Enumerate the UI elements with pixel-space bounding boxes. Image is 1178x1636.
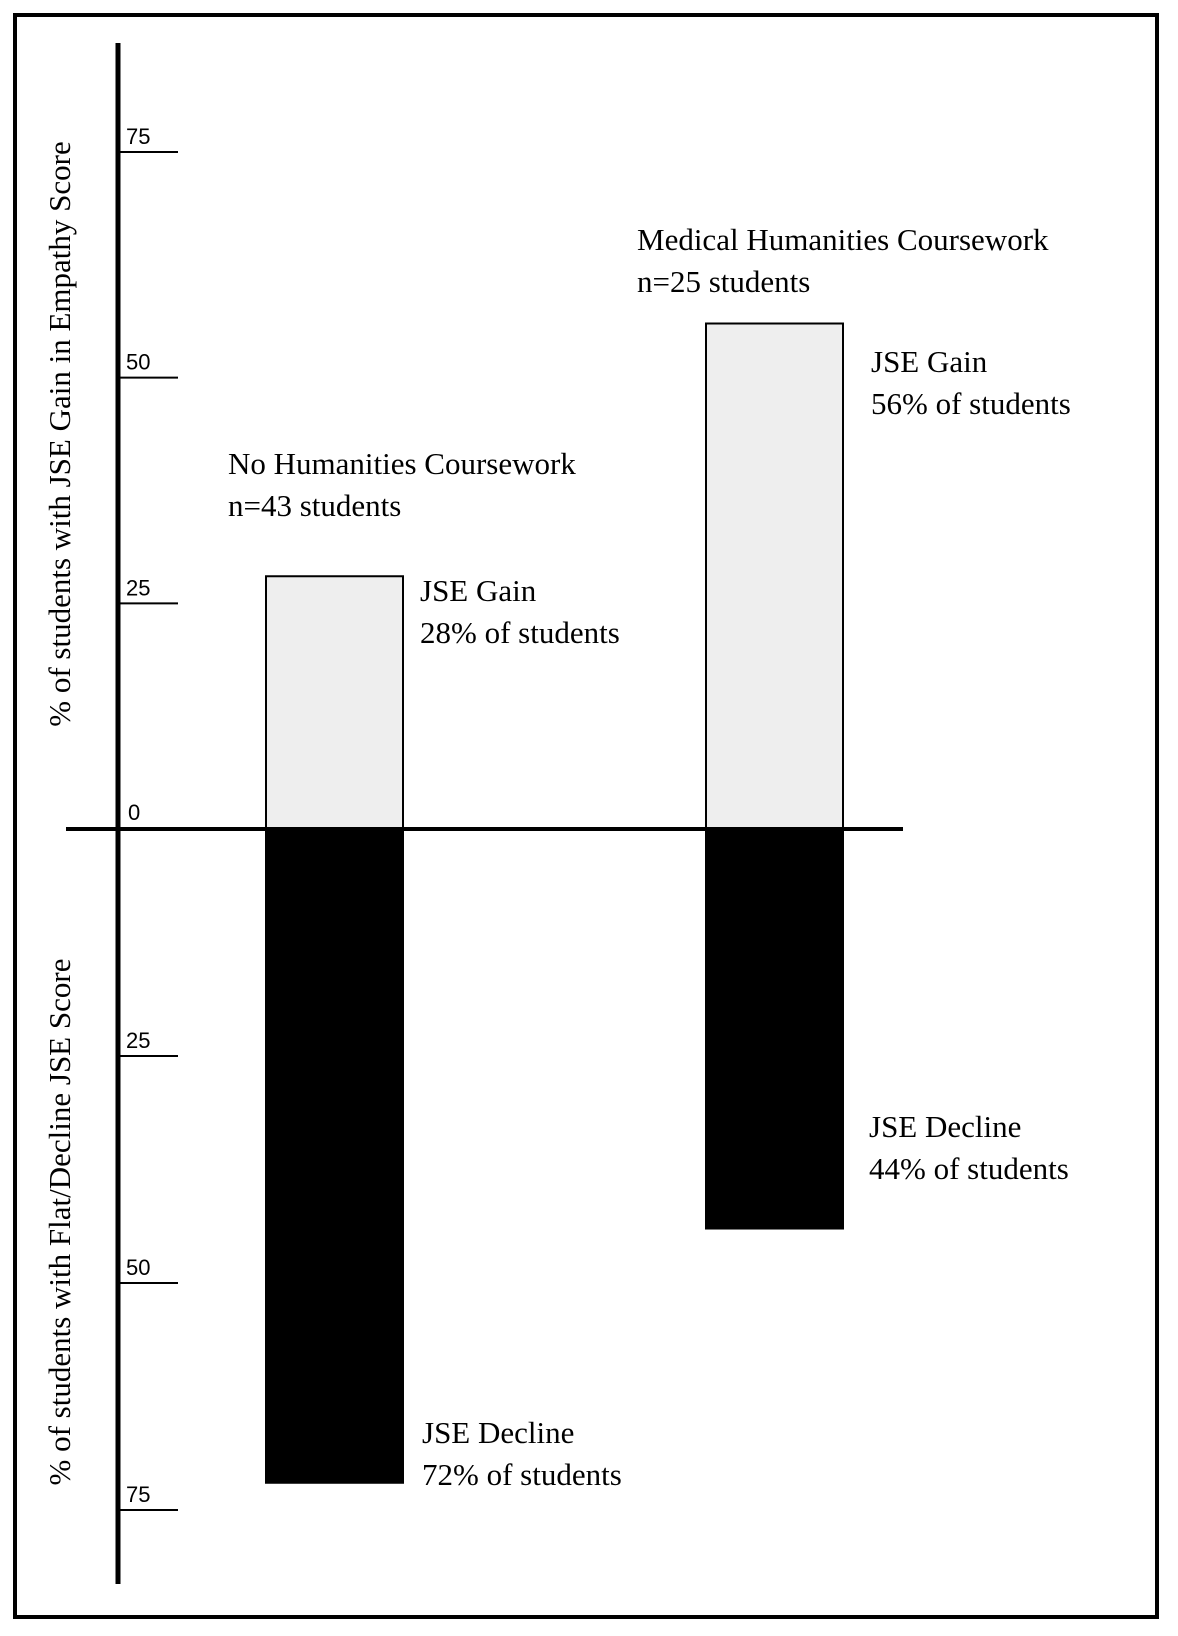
decline-label-2: JSE Decline: [869, 1109, 1021, 1144]
bar-decline-2: [705, 828, 844, 1230]
tick-label-bottom-75: 75: [126, 1482, 150, 1507]
y-axis-title-top: % of students with JSE Gain in Empathy S…: [42, 141, 77, 727]
tick-label-bottom-25: 25: [126, 1028, 150, 1053]
group-n-1: n=43 students: [228, 488, 401, 523]
decline-value-label-1: 72% of students: [422, 1457, 622, 1492]
group-title-2: Medical Humanities Coursework: [637, 222, 1049, 257]
decline-label-1: JSE Decline: [422, 1415, 574, 1450]
group-n-2: n=25 students: [637, 264, 810, 299]
gain-value-label-2: 56% of students: [871, 386, 1071, 421]
bar-gain-1: [265, 575, 404, 831]
tick-label-top-50: 50: [126, 350, 150, 375]
gain-label-1: JSE Gain: [420, 573, 537, 608]
group-title-1: No Humanities Coursework: [228, 446, 576, 481]
chart-frame: [13, 13, 1159, 1619]
gain-label-2: JSE Gain: [871, 344, 988, 379]
y-axis-title-bottom: % of students with Flat/Decline JSE Scor…: [42, 959, 77, 1486]
tick-label-bottom-50: 50: [126, 1255, 150, 1280]
tick-label-top-75: 75: [126, 124, 150, 149]
bar-decline-1: [265, 828, 404, 1484]
tick-label-top-25: 25: [126, 575, 150, 600]
bar-gain-2: [705, 322, 844, 830]
decline-value-label-2: 44% of students: [869, 1151, 1069, 1186]
gain-value-label-1: 28% of students: [420, 615, 620, 650]
tick-label-zero: 0: [128, 800, 140, 825]
